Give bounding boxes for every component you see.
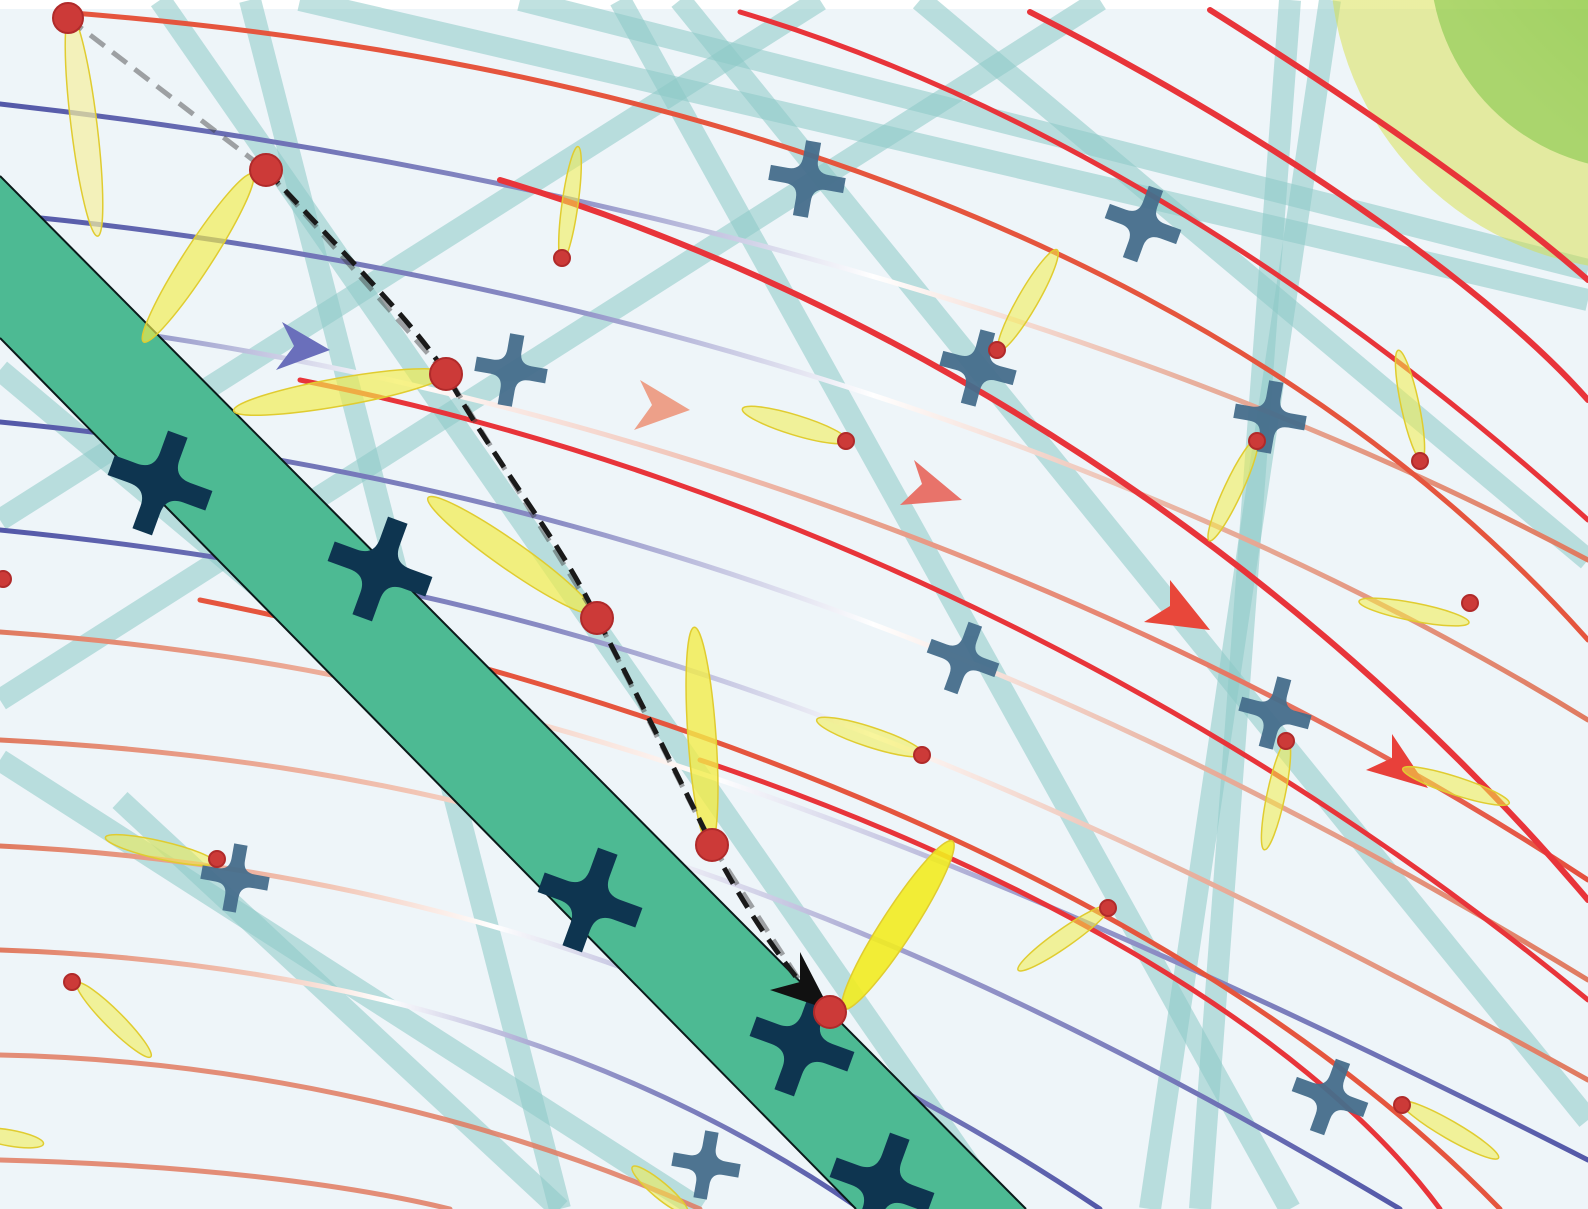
field-line-red [297, 377, 1588, 1003]
cross-node-icon [939, 329, 1017, 407]
red-dot-icon [837, 432, 855, 450]
band-edge [0, 175, 1027, 1209]
red-dot-icon [1393, 1096, 1411, 1114]
node-layer [107, 140, 1369, 1209]
cross-node-icon [327, 516, 433, 622]
fiber-strand [912, 0, 1588, 569]
field-line-red [697, 757, 1443, 1209]
field-line-red [57, 9, 1588, 643]
arrowhead-icon [900, 460, 962, 505]
green-source-region [1332, 0, 1588, 266]
cross-node-icon [200, 843, 270, 913]
arrowhead-icon [276, 322, 330, 370]
field-line-red [1027, 9, 1588, 403]
cross-node-icon [1291, 1058, 1369, 1136]
field-line-red [1207, 7, 1588, 283]
red-dot-icon [429, 357, 463, 391]
fiber-strand [1189, 0, 1301, 1209]
red-dot-icon [695, 828, 729, 862]
field-line [0, 101, 1588, 563]
cross-node-icon [671, 1130, 741, 1200]
red-dot-icon [913, 746, 931, 764]
red-dot-icon [0, 570, 12, 588]
cross-node-icon [926, 621, 1000, 695]
cross-node-icon [1238, 676, 1312, 750]
cross-node-icon [768, 140, 846, 218]
red-dot-icon [1461, 594, 1479, 612]
field-line-red [497, 177, 1588, 903]
fiber-strand [112, 791, 568, 1209]
field-line-red [737, 9, 1588, 523]
red-dot-icon [63, 973, 81, 991]
cross-node-icon [749, 991, 855, 1097]
cross-node-icon [107, 430, 213, 536]
arrowhead-icon [634, 380, 690, 430]
fiber-strand [517, 0, 1588, 281]
petal-icon [0, 1127, 45, 1149]
red-dot-icon [1248, 432, 1266, 450]
red-dot-icon [52, 2, 84, 34]
petals [0, 13, 1511, 1209]
green-glow-inner [1433, 0, 1588, 164]
arrowhead-icon [770, 952, 830, 1010]
red-dot-icon [208, 850, 226, 868]
petal-icon [1358, 597, 1470, 627]
cross-node-icon [474, 333, 548, 407]
arrowhead-icon [1144, 580, 1210, 630]
red-dot-icon [553, 249, 571, 267]
fiber-strand [297, 0, 1588, 311]
petal-icon [1401, 765, 1511, 807]
field-line [0, 1157, 453, 1209]
red-dot-icon [988, 341, 1006, 359]
red-dot-icon [1277, 732, 1295, 750]
cross-node-icon [829, 1132, 935, 1209]
red-dot-icon [580, 601, 614, 635]
field-line [0, 947, 863, 1209]
red-dot-icon [249, 153, 283, 187]
flow-arrows [276, 322, 1428, 788]
field-line [0, 313, 1588, 883]
field-line [0, 1052, 703, 1209]
field-line [0, 629, 1588, 1163]
red-dot-icon [813, 995, 847, 1029]
fiber-strand [0, 0, 1106, 710]
red-dot-icon [1099, 899, 1117, 917]
cross-node-icon [537, 847, 643, 953]
field-line [0, 843, 1103, 1209]
petal-icon [631, 1165, 689, 1209]
red-dot-icon [1411, 452, 1429, 470]
cross-node-icon [1233, 380, 1307, 454]
dot-layer [0, 2, 1479, 1114]
cross-node-icon [1104, 185, 1182, 263]
field-line [0, 211, 1588, 723]
